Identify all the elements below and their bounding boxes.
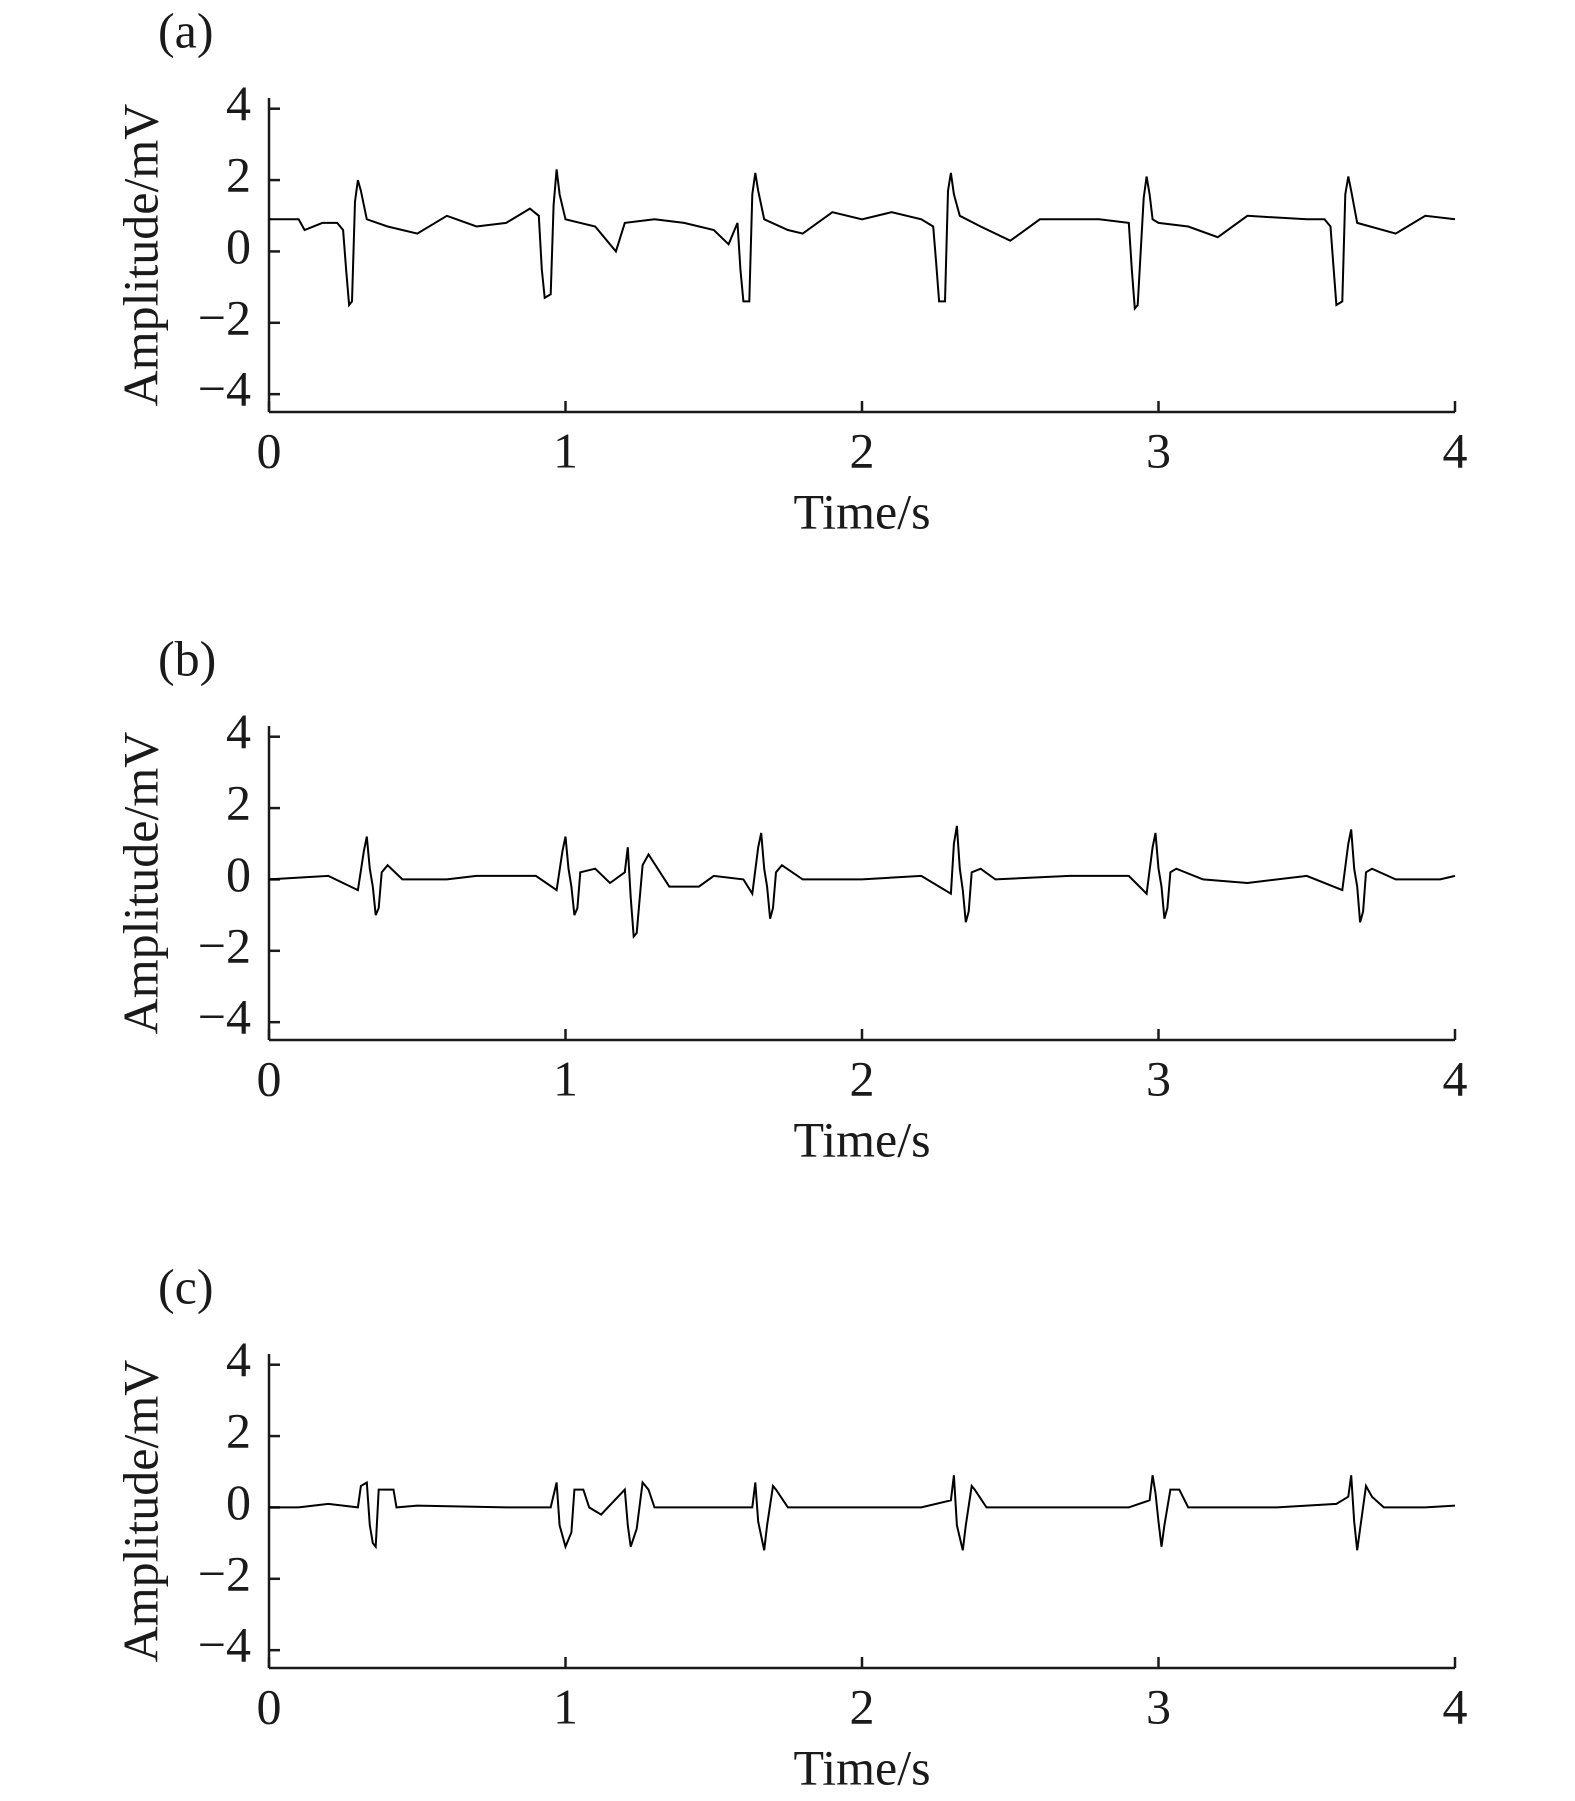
y-axis-label: Amplitude/mV (112, 1360, 168, 1663)
x-tick-label: 3 (1146, 1678, 1171, 1734)
x-tick-label: 1 (553, 422, 578, 478)
x-axis-label: Time/s (793, 1111, 930, 1167)
y-tick-label: 0 (226, 218, 251, 274)
y-axis-label: Amplitude/mV (112, 732, 168, 1035)
x-tick-label: 0 (257, 1050, 282, 1106)
y-axis-label: Amplitude/mV (112, 104, 168, 407)
y-tick-label: 2 (226, 775, 251, 831)
x-tick-label: 0 (257, 1678, 282, 1734)
y-tick-label: 0 (226, 846, 251, 902)
y-tick-label: 4 (226, 703, 251, 759)
x-tick-label: 2 (850, 1050, 875, 1106)
y-tick-label: −4 (198, 989, 251, 1045)
signal-line (269, 1475, 1456, 1551)
x-tick-label: 2 (850, 422, 875, 478)
y-tick-label: 2 (226, 147, 251, 203)
x-tick-label: 0 (257, 422, 282, 478)
x-tick-label: 4 (1443, 422, 1468, 478)
signal-line (268, 825, 1456, 939)
panel-label: (a) (158, 2, 214, 58)
panel-label: (c) (158, 1258, 214, 1314)
x-axis-label: Time/s (793, 1739, 930, 1795)
y-tick-label: 0 (226, 1474, 251, 1530)
y-tick-label: 2 (226, 1403, 251, 1459)
panel-label: (b) (158, 630, 216, 686)
y-tick-label: −4 (198, 361, 251, 417)
x-tick-label: 3 (1146, 1050, 1171, 1106)
y-tick-label: 4 (226, 1331, 251, 1387)
y-tick-label: −2 (198, 917, 251, 973)
x-tick-label: 1 (553, 1050, 578, 1106)
signal-line (269, 169, 1456, 312)
y-tick-label: −2 (198, 1545, 251, 1601)
x-tick-label: 1 (553, 1678, 578, 1734)
y-tick-label: −2 (198, 289, 251, 345)
x-tick-label: 4 (1443, 1678, 1468, 1734)
x-tick-label: 4 (1443, 1050, 1468, 1106)
x-tick-label: 2 (850, 1678, 875, 1734)
y-tick-label: −4 (198, 1617, 251, 1673)
x-axis-label: Time/s (793, 483, 930, 539)
x-tick-label: 3 (1146, 422, 1171, 478)
y-tick-label: 4 (226, 75, 251, 131)
